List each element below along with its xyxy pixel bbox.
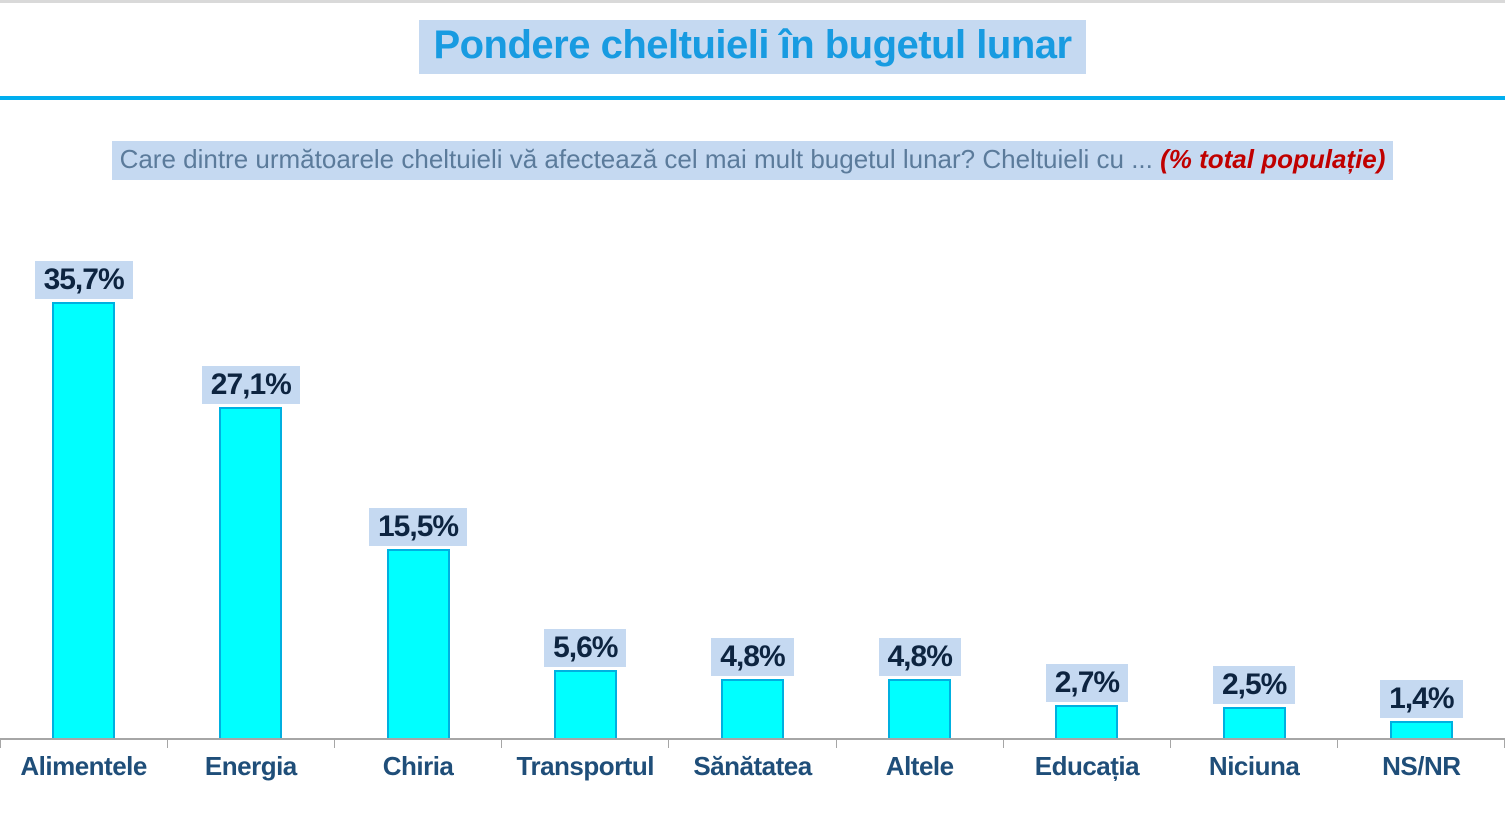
axis-tick-cell [1338, 740, 1505, 748]
x-axis [0, 738, 1505, 748]
bar-educa-ia [1055, 705, 1119, 738]
title-divider-line [0, 96, 1505, 100]
category-label: Niciuna [1208, 751, 1300, 781]
bar-column-1: 35,7% [0, 261, 167, 738]
bar-chart: 35,7% 27,1% 15,5% 5,6% 4,8% 4,8% 2,7% 2,5% 1,4% … [0, 202, 1505, 782]
header: Pondere cheltuieli în bugetul lunar [0, 20, 1505, 74]
bar-column-4: 5,6% [502, 629, 669, 738]
bar-value-label: 15,5% [369, 508, 468, 546]
category-label: Sănătatea [693, 751, 812, 781]
subtitle-question: Care dintre următoarele cheltuieli vă af… [119, 144, 1161, 174]
bar-value-label: 2,5% [1212, 666, 1296, 704]
axis-tick-cell [168, 740, 336, 748]
bar-column-8: 2,5% [1171, 666, 1338, 738]
bar-column-5: 4,8% [669, 638, 836, 738]
category-labels-row: Alimentele Energia Chiria Transportul Sănăta… [0, 751, 1505, 782]
bar-value-label: 5,6% [544, 629, 627, 667]
axis-tick-cell [1171, 740, 1338, 748]
bar-value-label: 2,7% [1045, 664, 1129, 702]
bar-s-n-tatea [720, 679, 784, 738]
axis-tick-cell [335, 740, 503, 748]
axis-tick-cell [502, 740, 670, 748]
bar-value-label: 35,7% [34, 261, 133, 299]
bar-ns-nr [1389, 721, 1453, 738]
bar-column-9: 1,4% [1338, 680, 1505, 738]
page-title: Pondere cheltuieli în bugetul lunar [419, 20, 1086, 74]
axis-tick-cell [0, 740, 169, 748]
bar-altele [888, 679, 952, 738]
bar-niciuna [1222, 707, 1286, 738]
category-label: Altele [885, 751, 954, 781]
bar-column-3: 15,5% [334, 508, 501, 738]
bars-row: 35,7% 27,1% 15,5% 5,6% 4,8% 4,8% 2,7% 2,5% 1,4% [0, 202, 1505, 738]
bar-column-2: 27,1% [167, 366, 334, 738]
bar-column-7: 2,7% [1003, 664, 1170, 738]
axis-tick-cell [837, 740, 1004, 748]
category-label: Energia [204, 751, 297, 781]
bar-value-label: 27,1% [201, 366, 300, 404]
bar-value-label: 1,4% [1380, 680, 1463, 718]
bar-value-label: 4,8% [878, 638, 961, 676]
bar-value-label: 4,8% [711, 638, 794, 676]
bar-chiria [386, 549, 450, 738]
category-label: Chiria [382, 751, 454, 781]
category-label: NS/NR [1382, 751, 1461, 781]
bar-alimentele [52, 302, 116, 738]
bar-column-6: 4,8% [836, 638, 1003, 738]
subtitle-note: (% total populație) [1160, 144, 1386, 174]
top-border-line [0, 0, 1505, 3]
bar-energia [219, 407, 283, 738]
bar-transportul [553, 670, 617, 738]
subtitle-row: Care dintre următoarele cheltuieli vă af… [0, 141, 1505, 180]
category-label: Alimentele [20, 751, 147, 781]
axis-tick-cell [669, 740, 837, 748]
subtitle: Care dintre următoarele cheltuieli vă af… [111, 141, 1394, 180]
category-label: Educația [1034, 751, 1140, 781]
category-label: Transportul [516, 751, 655, 781]
axis-tick-cell [1004, 740, 1171, 748]
